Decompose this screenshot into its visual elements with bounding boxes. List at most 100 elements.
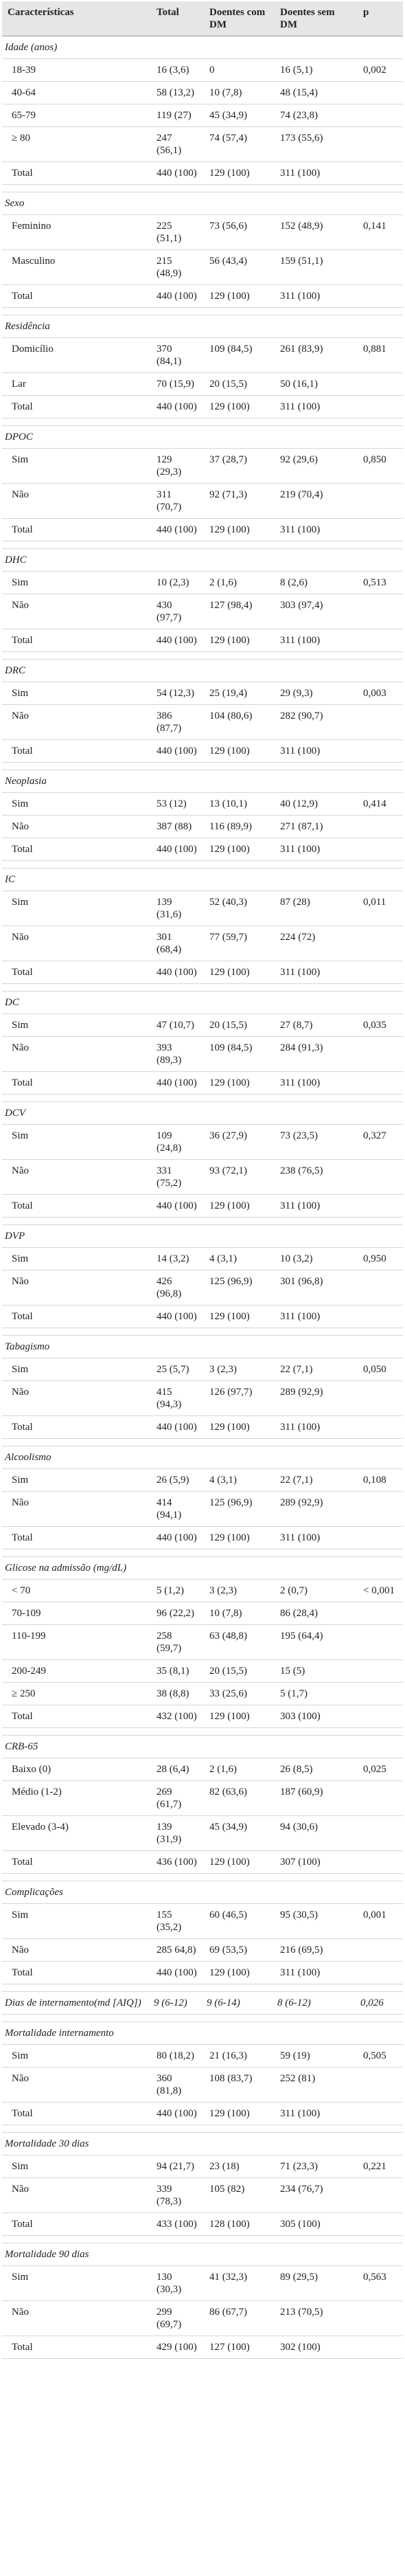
data-row: Total 440 (100) 129 (100) 311 (100) <box>2 838 403 861</box>
data-row: Total 440 (100) 129 (100) 311 (100) <box>2 395 403 418</box>
cell: 56 (43,4) <box>204 249 275 285</box>
cell: 129 (100) <box>204 284 275 308</box>
cell: 93 (72,1) <box>204 1159 275 1195</box>
cell: 360 (81,8) <box>151 2067 204 2103</box>
cell: 0,505 <box>358 2044 403 2068</box>
cell: 16 (5,1) <box>275 58 358 82</box>
section-row: DVP <box>2 1224 403 1248</box>
cell: 393 (89,3) <box>151 1036 204 1072</box>
section-title: Sexo <box>2 192 403 215</box>
row-label: 65-79 <box>2 104 151 127</box>
row-label: Não <box>2 1491 151 1527</box>
data-row: Domicílio 370 (84,1) 109 (84,5) 261 (83,9) 0… <box>2 337 403 373</box>
cell: 302 (100) <box>275 2336 358 2359</box>
empty-cell <box>358 1780 403 1816</box>
data-row: Não 414 (94,1) 125 (96,9) 289 (92,9) <box>2 1491 403 1527</box>
row-label: Lar <box>2 372 151 396</box>
header-cell: Total <box>151 1 204 36</box>
row-label: Total <box>2 961 151 984</box>
row-label: Sim <box>2 1468 151 1492</box>
header-cell: p <box>358 1 403 36</box>
data-row: Sim 53 (12) 13 (10,1) 40 (12,9) 0,414 <box>2 792 403 816</box>
section-title: Idade (anos) <box>2 36 403 59</box>
section-row: Residência <box>2 315 403 338</box>
section-title: Tabagismo <box>2 1335 403 1358</box>
cell: 152 (48,9) <box>275 214 358 250</box>
empty-cell <box>358 926 403 961</box>
section-title: CRB-65 <box>2 1735 403 1758</box>
empty-cell <box>358 1491 403 1527</box>
empty-cell <box>358 2336 403 2359</box>
cell: 261 (83,9) <box>275 337 358 373</box>
cell: 126 (97,7) <box>204 1380 275 1416</box>
section-title: DVP <box>2 1224 403 1248</box>
cell: 311 (100) <box>275 838 358 861</box>
data-row: Sim 10 (2,3) 2 (1,6) 8 (2,6) 0,513 <box>2 571 403 594</box>
cell: 119 (27) <box>151 104 204 127</box>
cell: 440 (100) <box>151 2102 204 2125</box>
cell: 116 (89,9) <box>204 815 275 838</box>
cell: 127 (98,4) <box>204 594 275 629</box>
cell: 440 (100) <box>151 395 204 418</box>
cell: 289 (92,9) <box>275 1380 358 1416</box>
cell: 129 (100) <box>204 1071 275 1095</box>
cell: 92 (29,6) <box>275 448 358 484</box>
row-label: Não <box>2 704 151 740</box>
cell: 94 (30,6) <box>275 1815 358 1851</box>
empty-cell <box>358 1380 403 1416</box>
cell: 4 (3,1) <box>204 1468 275 1492</box>
spacer-row <box>2 1549 403 1557</box>
cell: 139 (31,6) <box>151 891 204 926</box>
spacer-row <box>2 1094 403 1102</box>
data-row: Total 429 (100) 127 (100) 302 (100) <box>2 2336 403 2359</box>
cell: 440 (100) <box>151 1071 204 1095</box>
section-row: Glicose na admissão (mg/dL) <box>2 1556 403 1580</box>
spacer-cell <box>2 1094 403 1102</box>
cell: 27 (8,7) <box>275 1013 358 1037</box>
cell: 130 (30,3) <box>151 2265 204 2301</box>
data-row: Total 433 (100) 128 (100) 305 (100) <box>2 2213 403 2236</box>
cell: 47 (10,7) <box>151 1013 204 1037</box>
cell: 311 (100) <box>275 2102 358 2125</box>
data-row: Não 339 (78,3) 105 (82) 234 (76,7) <box>2 2177 403 2213</box>
cell: 25 (19,4) <box>204 682 275 705</box>
cell: 311 (100) <box>275 518 358 541</box>
cell: 20 (15,5) <box>204 1013 275 1037</box>
cell: 9 (6-14) <box>204 1991 275 2015</box>
row-label: Sim <box>2 792 151 816</box>
empty-cell <box>358 1159 403 1195</box>
data-row: 65-79 119 (27) 45 (34,9) 74 (23,8) <box>2 104 403 127</box>
section-row: Mortalidade internamento <box>2 2021 403 2045</box>
data-row: Lar 70 (15,9) 20 (15,5) 50 (16,1) <box>2 372 403 396</box>
cell: 82 (63,6) <box>204 1780 275 1816</box>
row-label: 70-109 <box>2 1602 151 1625</box>
cell: 58 (13,2) <box>151 81 204 104</box>
cell: 305 (100) <box>275 2213 358 2236</box>
data-row: Não 285 64,8) 69 (53,5) 216 (69,5) <box>2 1938 403 1962</box>
spacer-cell <box>2 541 403 549</box>
cell: 129 (29,3) <box>151 448 204 484</box>
cell: 92 (71,3) <box>204 483 275 519</box>
spacer-row <box>2 762 403 770</box>
section-row: DPOC <box>2 425 403 449</box>
row-label: Total <box>2 1526 151 1549</box>
empty-cell <box>358 1815 403 1851</box>
spacer-cell <box>2 762 403 770</box>
cell: 216 (69,5) <box>275 1938 358 1962</box>
cell: 22 (7,1) <box>275 1468 358 1492</box>
section-title: DRC <box>2 659 403 682</box>
cell: 0,850 <box>358 448 403 484</box>
cell: 127 (100) <box>204 2336 275 2359</box>
data-row: Total 440 (100) 129 (100) 311 (100) <box>2 1415 403 1439</box>
cell: 80 (18,2) <box>151 2044 204 2068</box>
cell: 159 (51,1) <box>275 249 358 285</box>
spacer-cell <box>2 1549 403 1557</box>
cell: 282 (90,7) <box>275 704 358 740</box>
cell: 285 64,8) <box>151 1938 204 1962</box>
cell: 54 (12,3) <box>151 682 204 705</box>
spacer-cell <box>2 418 403 426</box>
section-title: Mortalidade 30 dias <box>2 2132 403 2155</box>
empty-cell <box>358 1961 403 1984</box>
empty-cell <box>358 2300 403 2336</box>
data-row: Total 440 (100) 129 (100) 311 (100) <box>2 739 403 763</box>
